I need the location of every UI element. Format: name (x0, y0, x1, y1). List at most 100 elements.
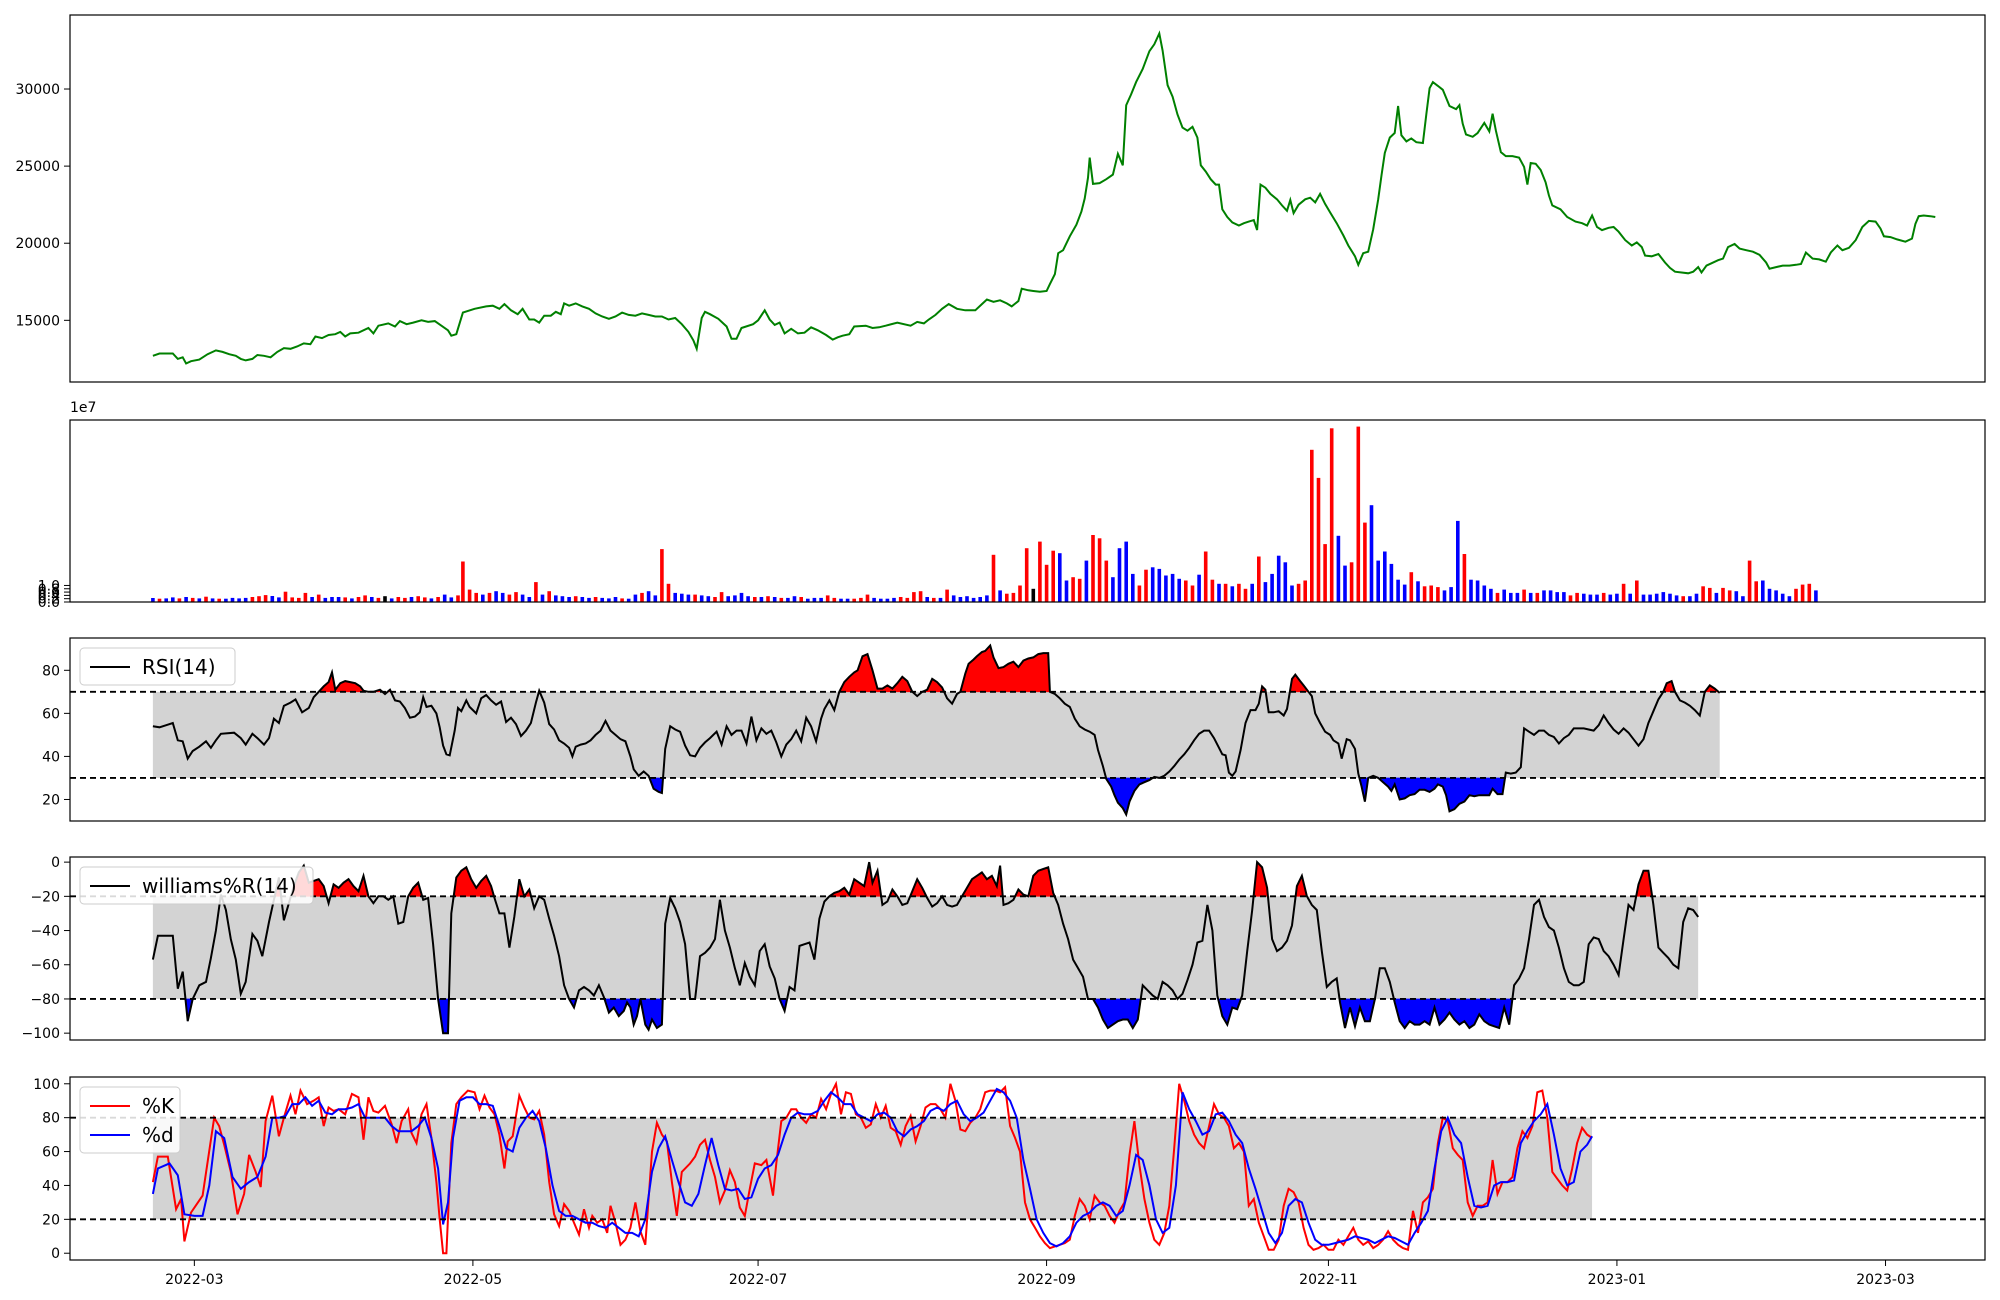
volume-bar (872, 597, 876, 602)
volume-bar (190, 597, 195, 602)
legend-label: %d (142, 1123, 174, 1147)
volume-bar (1548, 590, 1553, 602)
volume-bar (958, 597, 963, 602)
volume-bar (593, 597, 598, 602)
volume-bar (706, 596, 711, 602)
volume-bar (1555, 592, 1559, 602)
volume-bar (1708, 587, 1712, 602)
volume-bar (680, 593, 684, 602)
volume-bar (1595, 594, 1599, 602)
stochastic-panel: 0 20 40 60 80 100 %K %d 2022-03 2022-05 2022-07 202… (33, 1076, 1986, 1288)
volume-bar (1316, 477, 1321, 602)
volume-bar (673, 592, 677, 602)
volume-bar (1117, 548, 1122, 602)
volume-bar (686, 594, 691, 602)
volume-bar (217, 598, 221, 602)
volume-bar (520, 594, 525, 602)
volume-bar (998, 590, 1002, 602)
volume-bar (1509, 592, 1513, 602)
volume-bar (507, 594, 512, 602)
volume-bar (646, 591, 651, 602)
volume-bar (1131, 573, 1135, 602)
volume-bar (1741, 596, 1745, 602)
volume-bar (157, 598, 162, 602)
volume-bar (1197, 574, 1201, 602)
volume-bar (1396, 579, 1400, 602)
y-tick-label: 0.0 (38, 595, 60, 611)
volume-bar (978, 597, 982, 602)
y-tick-label: 40 (42, 1178, 60, 1194)
y-tick-label: 20 (42, 1212, 60, 1228)
volume-bar (1349, 562, 1354, 602)
volume-bar (1449, 587, 1453, 602)
volume-bar (1011, 592, 1016, 602)
volume-bar (1661, 592, 1666, 602)
volume-bar (898, 597, 903, 602)
volume-bar (812, 597, 817, 602)
volume-bar (277, 597, 281, 602)
volume-bar (283, 591, 288, 602)
volume-bar (376, 597, 381, 602)
volume-bar (1475, 580, 1480, 602)
volume-bar (1681, 596, 1685, 602)
volume-bar (1150, 567, 1155, 602)
volume-bar (1436, 587, 1440, 602)
volume-bar (567, 597, 571, 602)
volume-bar (1582, 593, 1586, 602)
volume-bar (171, 597, 175, 602)
neutral-band (152, 896, 1699, 999)
volume-bar (1343, 565, 1347, 602)
rsi-panel: 20 40 60 80 RSI(14) (42, 637, 1986, 822)
volume-bar (819, 597, 823, 602)
volume-bar (243, 597, 248, 602)
volume-bar (429, 598, 434, 602)
volume-bar (1635, 580, 1639, 602)
volume-bar (336, 597, 341, 602)
volume-bar (1323, 544, 1327, 602)
volume-bar (607, 598, 611, 602)
volume-bar (1024, 548, 1029, 602)
volume-bar (925, 597, 929, 602)
volume-bar (1064, 580, 1069, 602)
volume-bar (474, 592, 478, 602)
volume-bar (653, 595, 658, 602)
volume-bar (403, 597, 407, 602)
volume-bar (1369, 505, 1374, 602)
volume-bar (263, 595, 268, 602)
volume-bar (1800, 584, 1805, 602)
volume-bar (1402, 584, 1407, 602)
volume-bar (1144, 569, 1148, 602)
volume-bar (1296, 583, 1301, 602)
volume-bar (792, 596, 797, 602)
volume-bar (409, 597, 414, 602)
volume-bar (560, 596, 565, 602)
volume-bar (184, 597, 188, 602)
price-line (152, 30, 1936, 365)
volume-bar (918, 591, 923, 602)
volume-bar (1230, 586, 1235, 602)
volume-bar (177, 598, 182, 602)
volume-bar (885, 598, 890, 602)
overbought-fill (318, 644, 1720, 693)
legend-box (79, 866, 314, 905)
volume-bar (1489, 588, 1493, 602)
volume-bar (151, 598, 155, 602)
volume-bar (343, 597, 347, 602)
volume-bar (436, 597, 440, 602)
volume-bar (1515, 592, 1520, 602)
volume-bar (1051, 550, 1055, 602)
volume-bar (713, 597, 717, 602)
volume-bar (1482, 585, 1487, 602)
legend-box (79, 1086, 181, 1154)
volume-bar (197, 598, 202, 602)
volume-bar (297, 597, 301, 602)
volume-bar (620, 598, 624, 602)
volume-bar (310, 597, 314, 602)
legend-label: %K (142, 1094, 175, 1118)
y-tick-label: −40 (30, 924, 60, 940)
volume-bar (1190, 585, 1195, 602)
volume-bar (859, 597, 863, 602)
volume-bar (825, 595, 830, 602)
y-tick-label: 0.8 (38, 582, 60, 598)
volume-bar (494, 591, 498, 602)
